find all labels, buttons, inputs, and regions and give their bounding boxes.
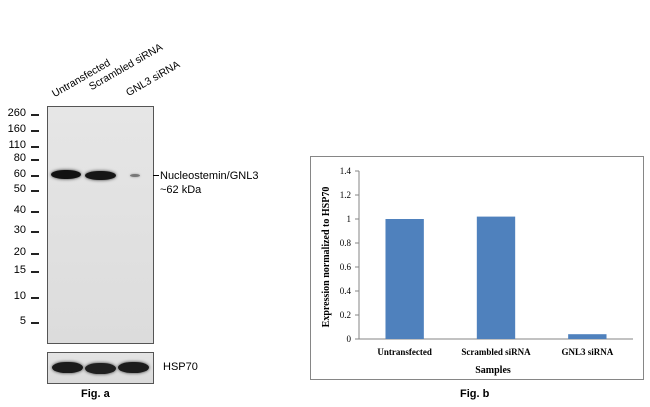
band-scrambled-sirna [85,171,116,180]
marker-label: 50 [13,183,26,195]
band-untransfected [51,170,81,179]
x-tick-label: Untransfected [377,347,432,357]
marker-tick [31,146,39,148]
marker-label: 160 [7,123,26,135]
marker-tick [31,211,39,213]
marker-label: 20 [13,246,26,258]
marker-label: 30 [13,224,26,236]
marker-tick [31,297,39,299]
y-tick-label: 1.2 [340,190,351,200]
marker-tick [31,159,39,161]
marker-tick [31,322,39,324]
y-tick-label: 0.6 [340,262,352,272]
y-axis-title: Expression normalized to HSP70 [321,187,332,328]
marker-label: 10 [13,290,26,302]
marker-label: 110 [8,139,26,151]
chart-frame: 0 0.2 0.4 0.6 0.8 1 1.2 1.4 Untransfected Scramb… [310,156,644,380]
y-tick-label: 0.2 [340,310,351,320]
marker-tick [31,190,39,192]
marker-label: 5 [19,315,26,327]
x-axis-title: Samples [475,365,511,376]
marker-tick [31,231,39,233]
y-tick-label: 0.4 [340,286,352,296]
bar [568,334,607,339]
marker-label: 80 [13,152,26,164]
marker-label: 260 [7,107,26,119]
y-tick-label: 0 [347,334,352,344]
x-tick-label: GNL3 siRNA [561,347,613,357]
marker-tick [31,175,39,177]
blot-image-hsp70 [47,352,154,384]
y-tick-label: 1.4 [340,166,352,176]
band-gnl3-sirna [130,174,140,177]
band-hsp70-scrambled-sirna [85,363,116,374]
marker-tick [31,114,39,116]
y-tick-label: 1 [347,214,352,224]
marker-label: 60 [13,168,26,180]
y-tick-label: 0.8 [340,238,352,248]
band-pointer-line [153,175,159,176]
marker-tick [31,271,39,273]
annotation-molecular-weight: ~62 kDa [160,184,202,196]
bar [385,219,424,339]
bar-chart: 0 0.2 0.4 0.6 0.8 1 1.2 1.4 Untransfected Scramb… [321,166,633,376]
band-hsp70-untransfected [52,362,83,373]
blot-image-gnl3 [47,106,154,344]
marker-tick [31,130,39,132]
marker-tick [31,253,39,255]
x-tick-label: Scrambled siRNA [461,347,531,357]
figure-caption-b: Fig. b [460,388,490,400]
loading-control-label: HSP70 [163,361,198,373]
bar [476,216,516,339]
marker-label: 40 [13,204,26,216]
band-hsp70-gnl3-sirna [118,362,149,373]
annotation-protein-name: Nucleostemin/GNL3 [160,170,259,182]
figure-caption-a: Fig. a [81,388,110,400]
marker-label: 15 [13,264,26,276]
